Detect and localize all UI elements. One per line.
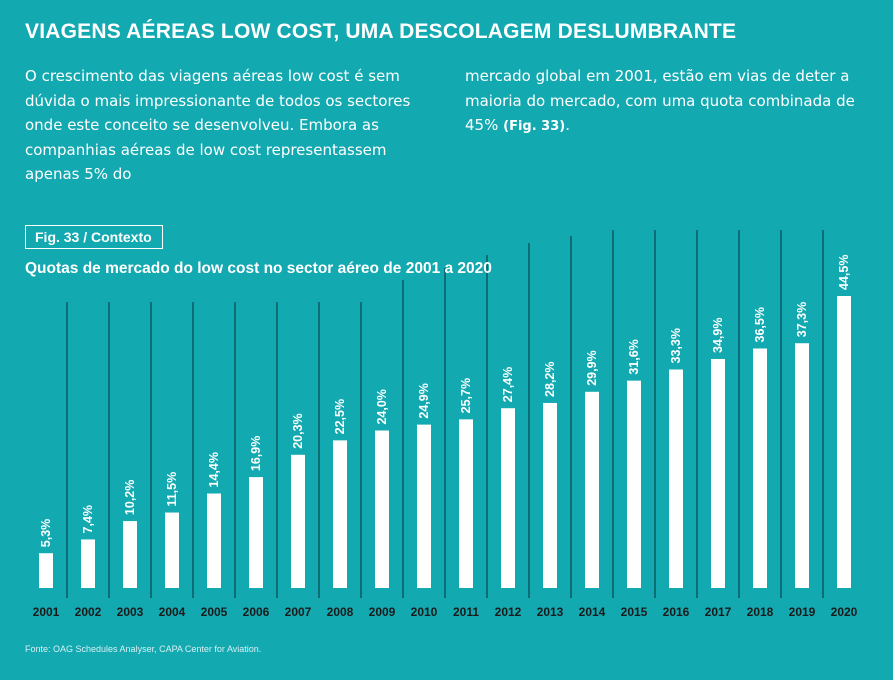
bar-2010 [417, 424, 431, 588]
article-headline: VIAGENS AÉREAS LOW COST, UMA DESCOLAGEM … [25, 20, 737, 43]
intro-paragraph-column-2: mercado global em 2001, estão em vias de… [465, 64, 875, 140]
bar-2016 [669, 369, 683, 588]
bar-2009 [375, 430, 389, 588]
bar-2006 [249, 477, 263, 588]
value-label-2014: 29,9% [585, 350, 599, 385]
value-label-2007: 20,3% [291, 413, 305, 448]
bar-2013 [543, 402, 557, 588]
bar-2019 [795, 343, 809, 588]
year-label-2009: 2009 [369, 605, 396, 619]
year-label-2020: 2020 [831, 605, 858, 619]
value-label-2004: 11,5% [165, 472, 179, 507]
bar-2020 [837, 296, 851, 588]
bar-2012 [501, 408, 515, 588]
figure-label: Fig. 33 / Contexto [25, 225, 163, 249]
year-label-2004: 2004 [159, 605, 186, 619]
value-label-2018: 36,5% [753, 307, 767, 342]
year-label-2012: 2012 [495, 605, 522, 619]
year-label-2008: 2008 [327, 605, 354, 619]
intro-column-2-text: mercado global em 2001, estão em vias de… [465, 67, 855, 134]
value-label-2017: 34,9% [711, 318, 725, 353]
value-label-2009: 24,0% [375, 389, 389, 424]
bar-2014 [585, 391, 599, 588]
value-label-2005: 14,4% [207, 452, 221, 487]
bar-2017 [711, 358, 725, 588]
value-label-2011: 25,7% [459, 378, 473, 413]
value-label-2010: 24,9% [417, 383, 431, 418]
bar-2008 [333, 440, 347, 588]
value-label-2012: 27,4% [501, 367, 515, 402]
year-label-2016: 2016 [663, 605, 690, 619]
bar-2002 [81, 539, 95, 588]
bar-2005 [207, 493, 221, 588]
year-label-2005: 2005 [201, 605, 228, 619]
year-label-2018: 2018 [747, 605, 774, 619]
value-label-2013: 28,2% [543, 362, 557, 397]
year-label-2017: 2017 [705, 605, 732, 619]
value-label-2002: 7,4% [81, 505, 95, 534]
value-label-2008: 22,5% [333, 399, 347, 434]
value-label-2006: 16,9% [249, 436, 263, 471]
chart-title: Quotas de mercado do low cost no sector … [25, 260, 492, 277]
intro-paragraph-column-1: O crescimento das viagens aéreas low cos… [25, 67, 411, 183]
year-label-2014: 2014 [579, 605, 606, 619]
year-label-2015: 2015 [621, 605, 648, 619]
value-label-2015: 31,6% [627, 339, 641, 374]
bar-2018 [753, 348, 767, 588]
bar-2003 [123, 521, 137, 588]
bar-2011 [459, 419, 473, 588]
value-label-2001: 5,3% [39, 519, 53, 548]
year-label-2013: 2013 [537, 605, 564, 619]
value-label-2003: 10,2% [123, 480, 137, 515]
year-label-2011: 2011 [453, 605, 479, 619]
bar-2015 [627, 380, 641, 588]
year-label-2019: 2019 [789, 605, 816, 619]
bar-2007 [291, 454, 305, 588]
year-label-2010: 2010 [411, 605, 438, 619]
bar-2004 [165, 512, 179, 588]
year-label-2006: 2006 [243, 605, 270, 619]
intro-column-2-end: . [565, 116, 570, 134]
year-label-2003: 2003 [117, 605, 144, 619]
year-label-2007: 2007 [285, 605, 312, 619]
year-label-2001: 2001 [33, 605, 60, 619]
figure-reference: (Fig. 33) [503, 119, 566, 134]
value-label-2019: 37,3% [795, 302, 809, 337]
source-note: Fonte: OAG Schedules Analyser, CAPA Cent… [25, 644, 262, 654]
value-label-2020: 44,5% [837, 255, 851, 290]
year-label-2002: 2002 [75, 605, 102, 619]
bar-2001 [39, 553, 53, 588]
value-label-2016: 33,3% [669, 328, 683, 363]
